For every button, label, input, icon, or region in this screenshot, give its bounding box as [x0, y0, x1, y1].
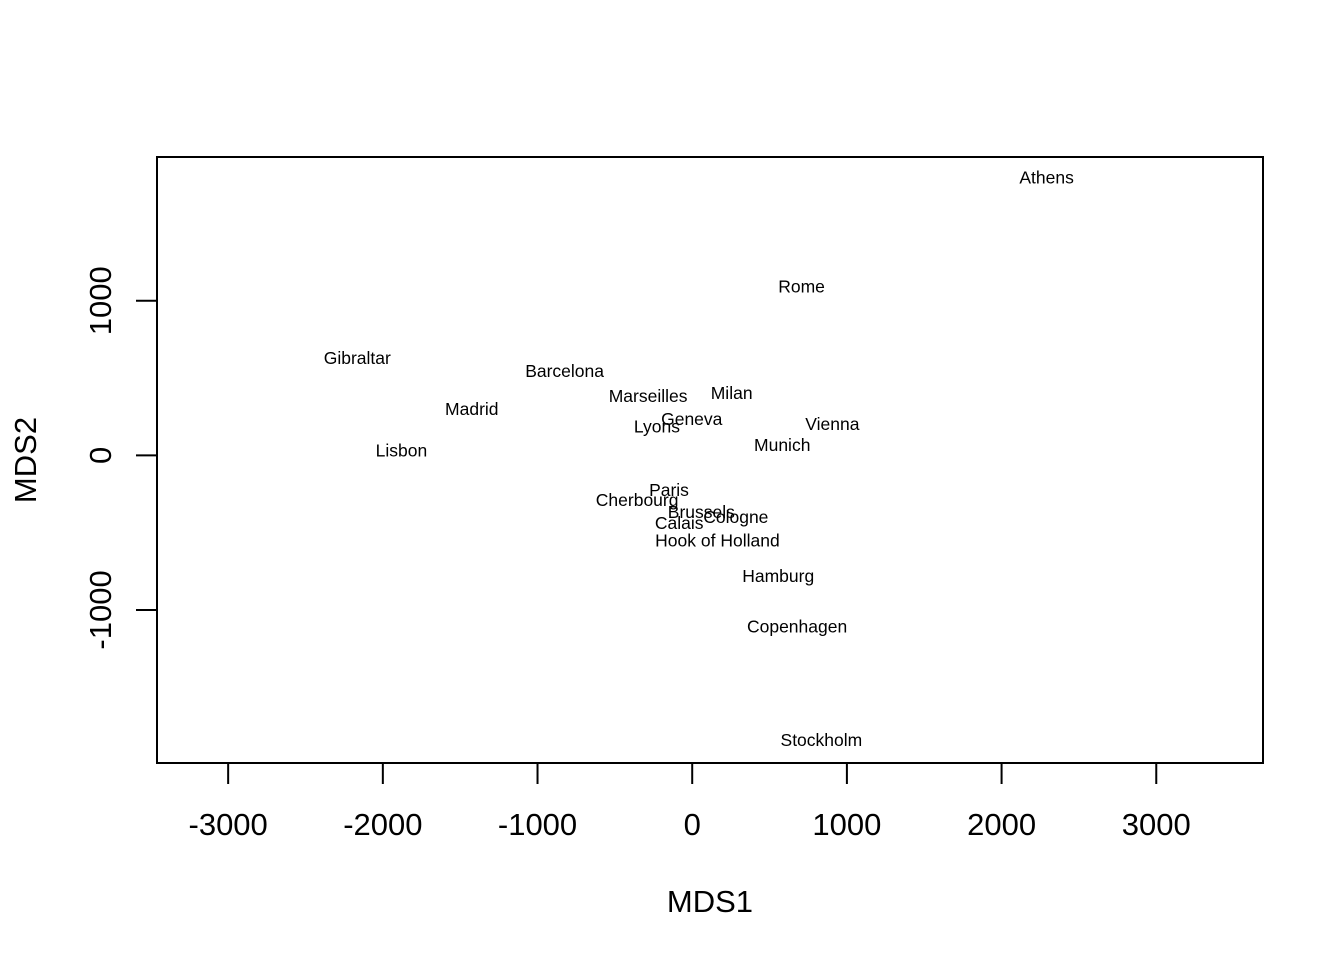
point-label: Calais — [655, 513, 704, 533]
point-label: Paris — [649, 480, 689, 500]
x-tick-label: -3000 — [189, 807, 268, 842]
point-label: Brussels — [668, 502, 735, 522]
y-tick-label: 1000 — [83, 266, 118, 335]
point-label: Hook of Holland — [655, 531, 780, 551]
y-tick-label: -1000 — [83, 570, 118, 649]
x-tick-label: -2000 — [343, 807, 422, 842]
y-tick-label: 0 — [83, 447, 118, 464]
point-label: Hamburg — [742, 566, 814, 586]
x-tick-label: 0 — [684, 807, 701, 842]
point-label: Vienna — [805, 414, 859, 434]
point-label: Marseilles — [609, 386, 688, 406]
plot-frame — [156, 156, 1264, 764]
point-label: Lisbon — [376, 441, 428, 461]
point-label: Milan — [711, 383, 753, 403]
x-axis-title: MDS1 — [667, 884, 753, 919]
x-axis: -3000 -2000 -1000 0 1000 2000 3000 — [189, 762, 1191, 842]
y-axis-title: MDS2 — [8, 417, 43, 503]
point-label: Copenhagen — [747, 616, 847, 636]
y-axis: -1000 0 1000 — [83, 266, 158, 650]
x-tick-label: -1000 — [498, 807, 577, 842]
point-label: Lyons — [634, 416, 680, 436]
point-label: Munich — [754, 435, 810, 455]
point-label: Madrid — [445, 399, 499, 419]
point-label: Gibraltar — [324, 348, 391, 368]
point-label: Cherbourg — [596, 490, 679, 510]
point-label: Barcelona — [525, 361, 604, 381]
x-tick-label: 3000 — [1122, 807, 1191, 842]
point-label: Athens — [1019, 167, 1074, 187]
point-label: Geneva — [661, 409, 723, 429]
point-label: Rome — [778, 276, 825, 296]
x-tick-label: 1000 — [812, 807, 881, 842]
x-tick-label: 2000 — [967, 807, 1036, 842]
point-label: Cologne — [703, 507, 768, 527]
point-label: Stockholm — [781, 730, 863, 750]
